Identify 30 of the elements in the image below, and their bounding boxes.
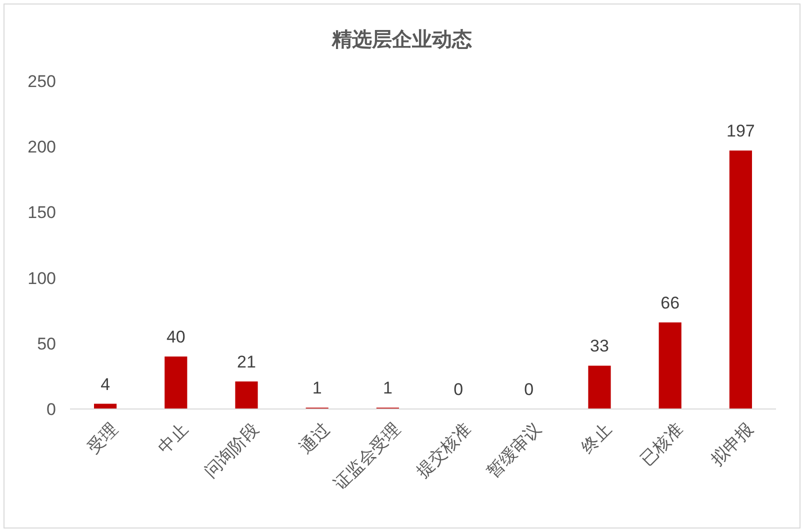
- data-label: 4: [100, 374, 110, 394]
- x-tick-label: 暂缓审议: [483, 420, 545, 482]
- data-label: 0: [454, 380, 464, 399]
- bar: [588, 366, 611, 409]
- y-tick-label: 0: [46, 400, 56, 419]
- y-tick-label: 200: [28, 138, 56, 157]
- bar: [729, 150, 752, 409]
- x-tick-label: 拟申报: [707, 420, 757, 470]
- data-label: 66: [660, 293, 680, 312]
- data-label: 1: [382, 378, 392, 398]
- data-label: 33: [590, 336, 609, 356]
- y-tick-label: 50: [37, 334, 56, 354]
- data-label: 1: [312, 378, 322, 398]
- x-tick-label: 问询阶段: [201, 420, 263, 482]
- data-label: 21: [237, 352, 256, 372]
- data-label: 40: [166, 328, 186, 347]
- x-tick-label: 提交核准: [412, 420, 474, 482]
- data-label: 197: [726, 122, 755, 141]
- x-tick-label: 终止: [578, 420, 616, 458]
- y-tick-label: 150: [28, 203, 56, 222]
- x-tick-label: 受理: [84, 420, 122, 458]
- data-label: 0: [524, 380, 534, 399]
- bar: [164, 356, 188, 409]
- bar: [235, 381, 258, 409]
- y-tick-label: 250: [28, 72, 56, 91]
- chart-title: 精选层企业动态: [331, 29, 472, 51]
- bar: [658, 322, 682, 409]
- x-tick-label: 中止: [154, 420, 192, 458]
- y-tick-label: 100: [28, 268, 56, 288]
- x-tick-label: 已核准: [636, 420, 686, 470]
